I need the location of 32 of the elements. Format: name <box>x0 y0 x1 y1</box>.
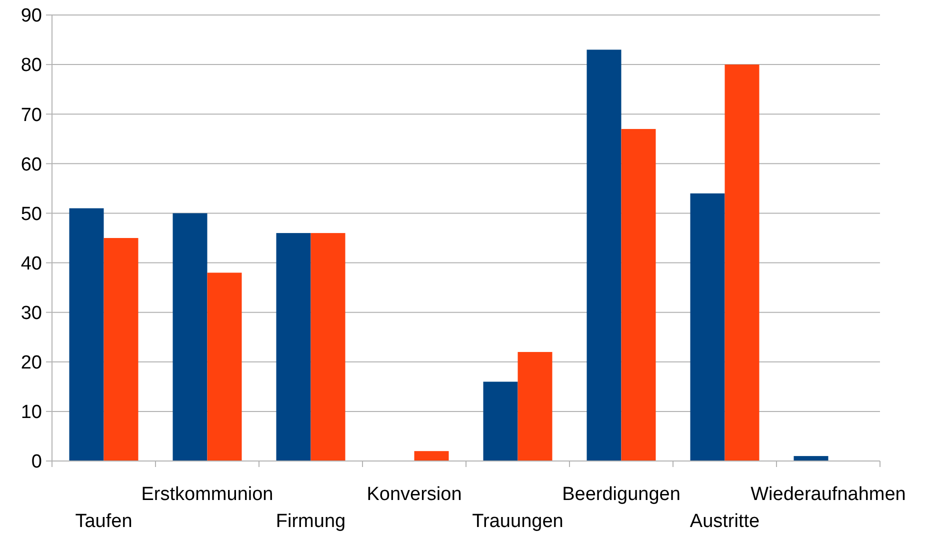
bar <box>414 451 449 461</box>
y-tick-label: 30 <box>20 302 42 324</box>
x-tick-label: Firmung <box>276 511 346 532</box>
x-tick-label: Trauungen <box>472 511 564 532</box>
bar <box>794 456 828 461</box>
y-tick-label: 40 <box>20 253 42 274</box>
bar <box>518 352 552 461</box>
bar <box>586 50 622 461</box>
y-tick-label: 60 <box>20 154 42 176</box>
y-tick-label: 70 <box>20 104 42 126</box>
bar <box>104 238 138 461</box>
x-tick-label: Austritte <box>690 511 760 532</box>
bar <box>621 128 656 461</box>
x-tick-label: Wiederaufnahmen <box>750 484 906 505</box>
bar <box>207 272 242 461</box>
y-tick-label: 90 <box>20 6 42 27</box>
y-tick-label: 50 <box>20 204 42 225</box>
bar <box>69 208 104 461</box>
x-tick-label: Taufen <box>75 511 132 532</box>
x-tick-label: Beerdigungen <box>562 484 680 505</box>
bar <box>483 382 518 461</box>
y-tick-label: 80 <box>20 55 42 76</box>
y-tick-label: 10 <box>20 402 42 424</box>
y-tick-label: 0 <box>31 452 42 473</box>
bar <box>276 233 311 461</box>
bar <box>724 64 760 461</box>
x-tick-label: Erstkommunion <box>141 484 274 505</box>
bar <box>172 213 208 461</box>
x-tick-label: Konversion <box>366 484 462 505</box>
bar <box>310 233 346 461</box>
bar <box>690 193 725 461</box>
y-tick-label: 20 <box>20 352 42 374</box>
